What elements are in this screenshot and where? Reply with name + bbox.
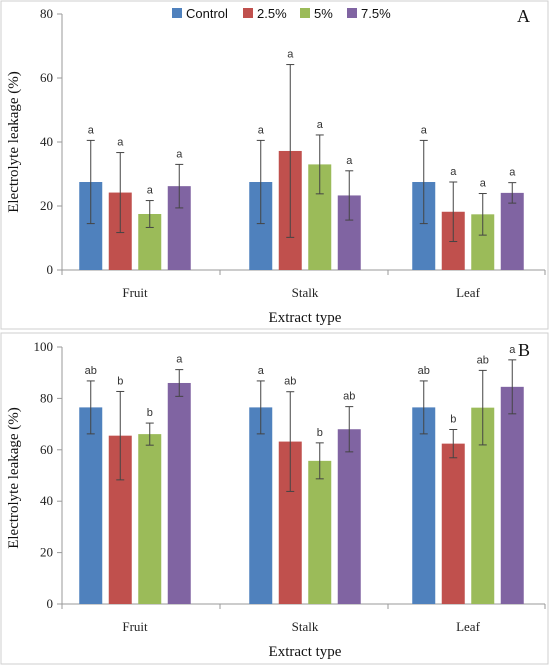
legend-swatch xyxy=(172,8,182,18)
x-category-label: Leaf xyxy=(456,285,480,300)
y-tick-label: 20 xyxy=(40,545,53,560)
significance-label: b xyxy=(117,375,123,387)
significance-label: a xyxy=(480,178,487,190)
y-tick-label: 20 xyxy=(40,198,53,213)
bar xyxy=(167,186,191,270)
bar xyxy=(412,182,436,270)
legend-label: 5% xyxy=(314,6,333,21)
panel-letter-a: A xyxy=(517,6,530,26)
significance-label: a xyxy=(287,49,294,61)
bar xyxy=(79,182,103,270)
significance-label: a xyxy=(509,167,516,179)
significance-label: ab xyxy=(418,365,430,377)
significance-label: a xyxy=(258,124,265,136)
bar xyxy=(500,386,524,604)
y-tick-label: 40 xyxy=(40,134,53,149)
y-tick-label: 80 xyxy=(40,390,53,405)
bar xyxy=(441,443,465,604)
bar xyxy=(249,182,273,270)
significance-label: a xyxy=(88,124,95,136)
y-tick-label: 0 xyxy=(47,262,54,277)
panel-b-frame xyxy=(0,332,549,665)
legend-swatch xyxy=(243,8,253,18)
legend-label: 2.5% xyxy=(257,6,287,21)
x-category-label: Fruit xyxy=(122,619,148,634)
significance-label: a xyxy=(147,185,154,197)
bar xyxy=(412,407,436,604)
significance-label: ab xyxy=(343,391,355,403)
significance-label: ab xyxy=(477,354,489,366)
significance-label: a xyxy=(317,119,324,131)
plot-area-b: 0 20 40 60 80 100 Fruit Stalk Leaf ab b b a a ab b ab ab b… xyxy=(34,339,546,634)
significance-label: a xyxy=(421,124,428,136)
bar xyxy=(167,382,191,604)
y-axis-title-a: Electrolyte leakage (%) xyxy=(6,71,22,213)
x-category-label: Stalk xyxy=(292,619,319,634)
y-tick-label: 40 xyxy=(40,493,53,508)
significance-label: ab xyxy=(284,376,296,388)
significance-label: a xyxy=(176,148,183,160)
plot-area-a: 0 20 40 60 80 Fruit Stalk Leaf a a a a a a a a a a a a xyxy=(40,6,546,300)
bar xyxy=(138,434,162,604)
legend-swatch xyxy=(300,8,310,18)
significance-label: a xyxy=(176,354,183,366)
x-category-label: Leaf xyxy=(456,619,480,634)
x-axis-title-a: Extract type xyxy=(269,310,342,326)
bar xyxy=(308,460,332,604)
legend: Control 2.5% 5% 7.5% xyxy=(172,6,391,21)
bar xyxy=(108,435,132,604)
bar xyxy=(500,192,524,270)
legend-label: Control xyxy=(186,6,228,21)
bar xyxy=(308,164,332,270)
y-tick-label: 80 xyxy=(40,6,53,21)
panel-a: Control 2.5% 5% 7.5% A Electrolyte leakage … xyxy=(0,0,549,330)
legend-swatch xyxy=(347,8,357,18)
significance-label: b xyxy=(317,427,323,439)
significance-label: ab xyxy=(85,365,97,377)
x-category-label: Fruit xyxy=(122,285,148,300)
bar xyxy=(79,407,103,604)
panel-letter-b: B xyxy=(518,340,530,360)
panel-a-frame xyxy=(0,0,549,330)
bar xyxy=(278,441,302,604)
significance-label: a xyxy=(450,166,457,178)
bar xyxy=(471,214,495,270)
bar xyxy=(471,407,495,604)
significance-label: b xyxy=(450,413,456,425)
bar xyxy=(249,407,273,604)
y-tick-label: 60 xyxy=(40,442,53,457)
panel-b: B Electrolyte leakage (%) Extract type 0… xyxy=(0,332,549,665)
y-tick-label: 60 xyxy=(40,70,53,85)
bar xyxy=(337,195,361,270)
significance-label: b xyxy=(147,407,153,419)
y-tick-label: 100 xyxy=(34,339,54,354)
bar xyxy=(337,429,361,604)
significance-label: a xyxy=(117,137,124,149)
significance-label: a xyxy=(346,155,353,167)
bar xyxy=(138,214,162,270)
legend-label: 7.5% xyxy=(361,6,391,21)
y-axis-title-b: Electrolyte leakage (%) xyxy=(6,407,22,549)
y-tick-label: 0 xyxy=(47,596,54,611)
x-axis-title-b: Extract type xyxy=(269,644,342,660)
x-category-label: Stalk xyxy=(292,285,319,300)
significance-label: a xyxy=(258,365,265,377)
significance-label: a xyxy=(509,344,516,356)
